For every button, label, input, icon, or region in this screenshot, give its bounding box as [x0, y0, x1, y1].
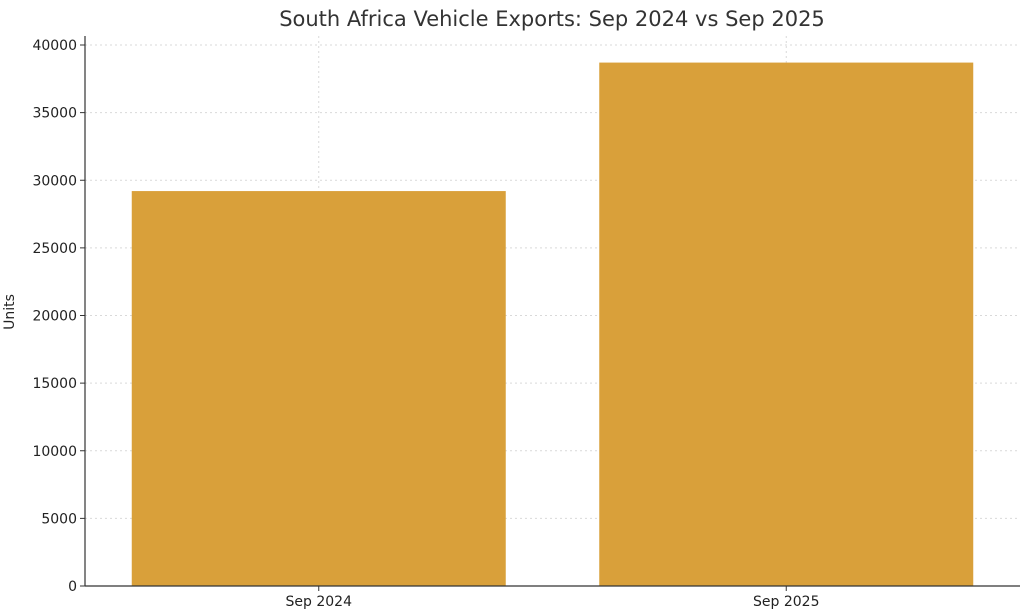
x-tick-label: Sep 2024 [286, 594, 353, 610]
y-tick-label: 35000 [32, 106, 77, 122]
y-tick-label: 10000 [32, 444, 77, 460]
bar [131, 191, 506, 586]
axis-layer [80, 36, 1020, 591]
y-tick-label: 25000 [32, 241, 77, 257]
y-tick-label: 15000 [32, 376, 77, 392]
y-tick-label: 5000 [41, 511, 77, 527]
chart-title: South Africa Vehicle Exports: Sep 2024 v… [279, 7, 825, 31]
y-tick-label: 40000 [32, 38, 77, 54]
y-tick-label: 30000 [32, 173, 77, 189]
bar [599, 62, 974, 586]
label-layer: 0 5000 10000 15000 20000 25000 30000 35000 40000… [32, 38, 819, 610]
y-tick-label: 0 [68, 579, 77, 595]
y-tick-label: 20000 [32, 309, 77, 325]
x-tick-label: Sep 2025 [753, 594, 819, 610]
bar-layer [131, 62, 974, 586]
y-axis-label: Units [2, 294, 18, 330]
